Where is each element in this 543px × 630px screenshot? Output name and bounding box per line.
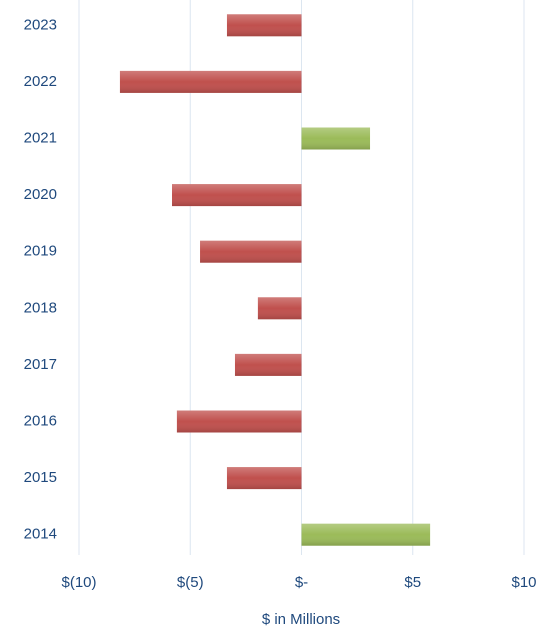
y-tick-label: 2015 (24, 469, 57, 486)
y-tick-label: 2019 (24, 243, 57, 260)
bar-shade (226, 467, 302, 490)
y-tick-label: 2018 (24, 299, 57, 316)
bar-shade (119, 70, 302, 93)
y-tick-label: 2016 (24, 412, 57, 429)
x-tick-label: $(5) (177, 574, 204, 591)
bar-shade (226, 14, 302, 37)
y-tick-label: 2014 (24, 526, 57, 543)
bar-shade (234, 353, 302, 376)
bar-shade (257, 297, 302, 320)
x-tick-label: $10 (511, 574, 536, 591)
x-tick-label: $(10) (61, 574, 96, 591)
bar-shade (200, 240, 302, 263)
bar-shade (176, 410, 302, 433)
bar-shade (172, 184, 302, 207)
y-tick-label: 2020 (24, 186, 57, 203)
y-tick-label: 2023 (24, 16, 57, 33)
bar-shade (301, 523, 431, 546)
x-axis-label: $ in Millions (262, 611, 340, 628)
x-tick-label: $- (295, 574, 308, 591)
bar-shade (301, 127, 371, 150)
y-tick-label: 2017 (24, 356, 57, 373)
x-tick-label: $5 (404, 574, 421, 591)
y-tick-label: 2022 (24, 73, 57, 90)
y-tick-label: 2021 (24, 129, 57, 146)
